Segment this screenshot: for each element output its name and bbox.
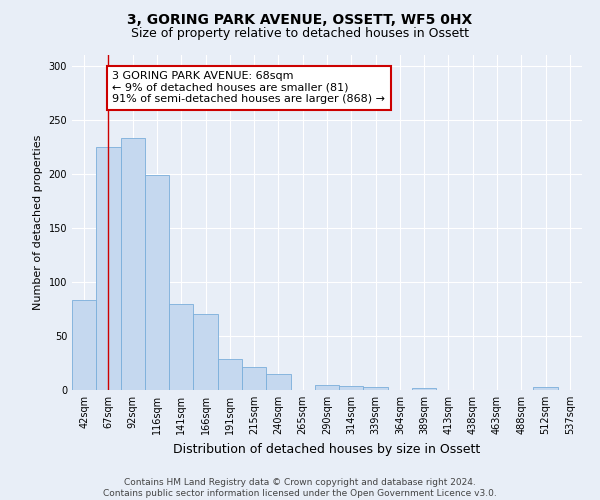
Bar [315, 384, 339, 390]
Bar [145, 175, 169, 390]
Bar [169, 304, 193, 390]
Bar [364, 387, 388, 390]
Bar [193, 314, 218, 390]
Text: 3, GORING PARK AVENUE, OSSETT, WF5 0HX: 3, GORING PARK AVENUE, OSSETT, WF5 0HX [127, 12, 473, 26]
Bar [242, 368, 266, 390]
Bar [218, 358, 242, 390]
Bar [266, 374, 290, 390]
Text: 3 GORING PARK AVENUE: 68sqm
← 9% of detached houses are smaller (81)
91% of semi: 3 GORING PARK AVENUE: 68sqm ← 9% of deta… [112, 71, 385, 104]
Bar [412, 388, 436, 390]
Bar [72, 300, 96, 390]
Bar [339, 386, 364, 390]
X-axis label: Distribution of detached houses by size in Ossett: Distribution of detached houses by size … [173, 442, 481, 456]
Y-axis label: Number of detached properties: Number of detached properties [33, 135, 43, 310]
Bar [533, 387, 558, 390]
Bar [96, 147, 121, 390]
Text: Size of property relative to detached houses in Ossett: Size of property relative to detached ho… [131, 28, 469, 40]
Bar [121, 138, 145, 390]
Text: Contains HM Land Registry data © Crown copyright and database right 2024.
Contai: Contains HM Land Registry data © Crown c… [103, 478, 497, 498]
